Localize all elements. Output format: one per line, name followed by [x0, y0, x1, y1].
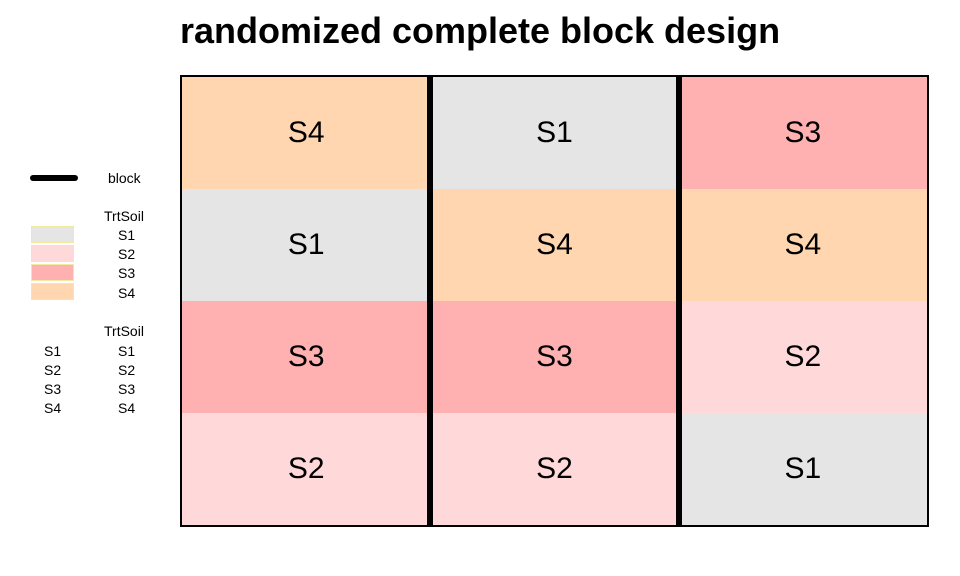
- text-legend-key-s1: S1: [44, 343, 62, 359]
- legend: block TrtSoil S1 S2 S3 S4 TrtSoil S1 S1 …: [0, 0, 175, 576]
- text-legend-label-s2: S2: [118, 362, 136, 378]
- block-line-key: [30, 175, 78, 181]
- plot-cell: S2: [430, 413, 679, 525]
- swatch-s3: [31, 264, 74, 281]
- plot-cell: S3: [678, 77, 927, 189]
- plot-cell: S1: [430, 77, 679, 189]
- text-legend-label-s1: S1: [118, 343, 136, 359]
- block-boundary-line: [427, 77, 434, 525]
- plot-cell: S2: [678, 301, 927, 413]
- swatch-s2: [31, 245, 74, 262]
- plot-cell: S2: [182, 413, 431, 525]
- fill-legend-label-s4: S4: [118, 285, 136, 301]
- block-legend-label: block: [108, 170, 141, 186]
- text-legend-label-s3: S3: [118, 381, 136, 397]
- plot-cell: S1: [182, 189, 431, 301]
- plot-cell: S4: [430, 189, 679, 301]
- block-boundary-line: [675, 77, 682, 525]
- fill-legend-label-s1: S1: [118, 227, 136, 243]
- text-legend-key-s3: S3: [44, 381, 62, 397]
- text-legend-key-s2: S2: [44, 362, 62, 378]
- plot-cell: S4: [182, 77, 431, 189]
- plot-cell: S4: [678, 189, 927, 301]
- text-legend-label-s4: S4: [118, 400, 136, 416]
- text-legend-key-s4: S4: [44, 400, 62, 416]
- swatch-s1: [31, 226, 74, 243]
- fill-legend-label-s3: S3: [118, 265, 136, 281]
- diagram-title: randomized complete block design: [179, 10, 781, 51]
- plot-cell: S3: [430, 301, 679, 413]
- plot-cell: S1: [678, 413, 927, 525]
- fill-legend-label-s2: S2: [118, 246, 136, 262]
- fill-legend-title: TrtSoil: [104, 208, 144, 224]
- plot-cell: S3: [182, 301, 431, 413]
- swatch-s4: [31, 283, 74, 300]
- text-legend-title: TrtSoil: [104, 323, 144, 339]
- field-layout-grid: S4 S1 S3 S1 S4 S4 S3 S3 S2 S2 S2 S1: [180, 75, 929, 527]
